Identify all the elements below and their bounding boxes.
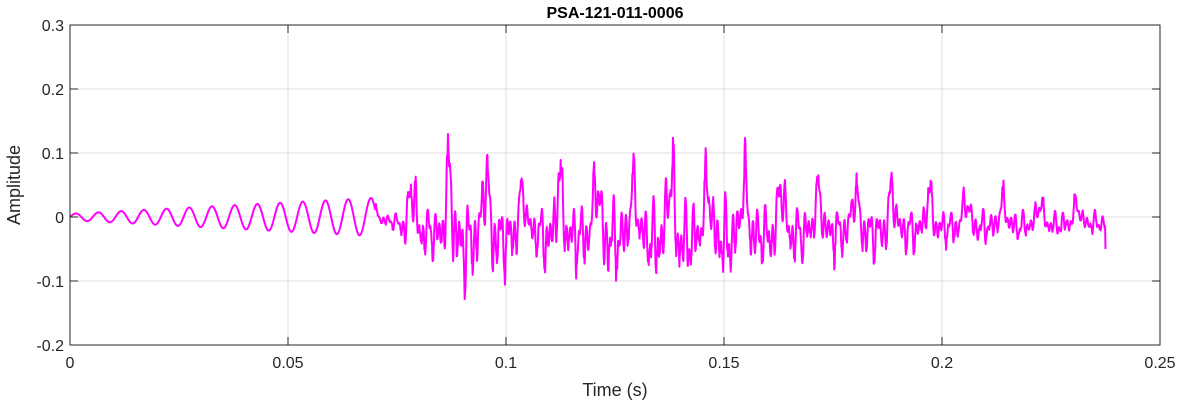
x-tick-label: 0 xyxy=(66,355,75,372)
y-axis-title: Amplitude xyxy=(4,145,24,225)
x-tick-label: 0.2 xyxy=(931,355,953,372)
y-tick-label: 0 xyxy=(55,210,64,227)
y-tick-label: 0.3 xyxy=(42,18,64,35)
y-tick-label: -0.1 xyxy=(36,274,64,291)
chart-title: PSA-121-011-0006 xyxy=(547,5,684,22)
y-tick-label: 0.1 xyxy=(42,146,64,163)
x-tick-label: 0.15 xyxy=(708,355,739,372)
x-tick-label: 0.25 xyxy=(1144,355,1175,372)
plot-frame xyxy=(69,24,1161,346)
x-tick-label: 0.05 xyxy=(272,355,303,372)
y-tick-label: -0.2 xyxy=(36,338,64,355)
plot-area xyxy=(70,25,1160,345)
x-axis-title: Time (s) xyxy=(582,380,647,400)
y-tick-labels: -0.2 -0.1 0 0.1 0.2 0.3 xyxy=(36,18,64,355)
series-layer xyxy=(69,132,1107,301)
tick-marks xyxy=(69,24,1161,346)
x-tick-label: 0.1 xyxy=(495,355,517,372)
y-tick-label: 0.2 xyxy=(42,82,64,99)
x-tick-labels: 0 0.05 0.1 0.15 0.2 0.25 xyxy=(66,355,1176,372)
series-line xyxy=(69,132,1107,301)
